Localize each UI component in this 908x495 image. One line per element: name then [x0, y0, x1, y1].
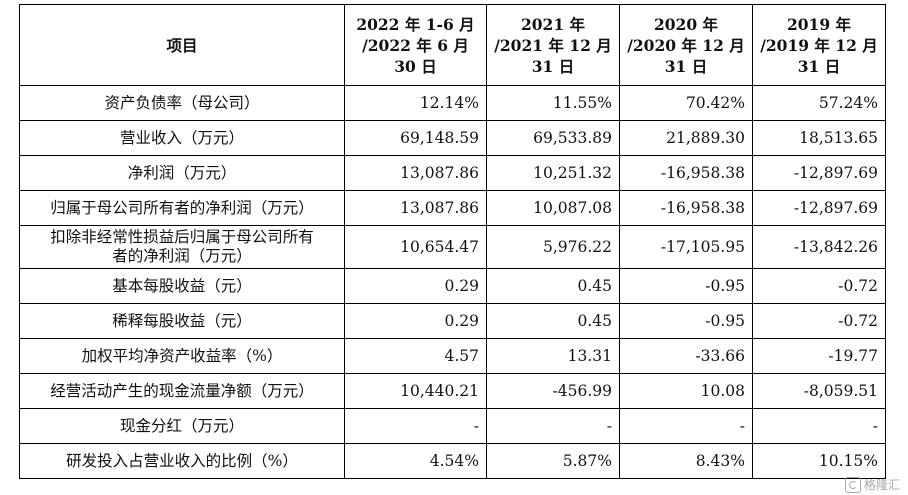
financial-indicators-table: 项目 2022 年 1-6 月 /2022 年 6 月 30 日 2021 年 …	[19, 4, 886, 479]
cell-value: -	[344, 408, 487, 444]
table-row: 加权平均净资产收益率（%） 4.57 13.31 -33.66 -19.77	[19, 338, 886, 374]
cell-value: 4.57	[344, 338, 487, 374]
header-line: 2021 年	[520, 14, 586, 34]
row-label: 资产负债率（母公司）	[19, 85, 345, 121]
row-label: 现金分红（万元）	[19, 408, 345, 444]
cell-value: -33.66	[619, 338, 753, 374]
cell-value: 0.29	[344, 268, 487, 304]
cell-value: 13,087.86	[344, 155, 487, 191]
table-row: 研发投入占营业收入的比例（%） 4.54% 5.87% 8.43% 10.15%	[19, 443, 886, 479]
table-row: 基本每股收益（元） 0.29 0.45 -0.95 -0.72	[19, 268, 886, 304]
cell-value: -16,958.38	[619, 155, 753, 191]
header-line: 2022 年 1-6 月	[356, 14, 475, 34]
header-line: 2020 年	[653, 14, 719, 34]
cell-value: 4.54%	[344, 443, 487, 479]
cell-value: 10.15%	[752, 443, 886, 479]
cell-value: -0.72	[752, 303, 886, 339]
cell-value: 10,087.08	[486, 190, 620, 226]
cell-value: -16,958.38	[619, 190, 753, 226]
cell-value: 13.31	[486, 338, 620, 374]
table-row: 现金分红（万元） - - - -	[19, 408, 886, 444]
header-item: 项目	[19, 4, 345, 86]
header-period-2021: 2021 年 /2021 年 12 月 31 日	[486, 4, 620, 86]
cell-value: 69,533.89	[486, 120, 620, 156]
cell-value: 70.42%	[619, 85, 753, 121]
cell-value: -0.95	[619, 268, 753, 304]
row-label-line: 扣除非经常性损益后归属于母公司所有	[50, 228, 314, 246]
table-row: 净利润（万元） 13,087.86 10,251.32 -16,958.38 -…	[19, 155, 886, 191]
row-label-line: 者的净利润（万元）	[112, 247, 252, 265]
row-label: 净利润（万元）	[19, 155, 345, 191]
row-label: 加权平均净资产收益率（%）	[19, 338, 345, 374]
table-row: 稀释每股收益（元） 0.29 0.45 -0.95 -0.72	[19, 303, 886, 339]
cell-value: -12,897.69	[752, 155, 886, 191]
cell-value: -8,059.51	[752, 373, 886, 409]
row-label: 归属于母公司所有者的净利润（万元）	[19, 190, 345, 226]
cell-value: 8.43%	[619, 443, 753, 479]
cell-value: 13,087.86	[344, 190, 487, 226]
row-label: 扣除非经常性损益后归属于母公司所有 者的净利润（万元）	[19, 225, 345, 269]
header-line: /2021 年 12 月	[494, 35, 612, 55]
header-line: 31 日	[664, 56, 708, 76]
table-row: 资产负债率（母公司） 12.14% 11.55% 70.42% 57.24%	[19, 85, 886, 121]
header-period-2022h1: 2022 年 1-6 月 /2022 年 6 月 30 日	[344, 4, 487, 86]
table-row: 经营活动产生的现金流量净额（万元） 10,440.21 -456.99 10.0…	[19, 373, 886, 409]
header-period-2020: 2020 年 /2020 年 12 月 31 日	[619, 4, 753, 86]
gelonghui-logo-icon	[844, 476, 861, 493]
cell-value: 21,889.30	[619, 120, 753, 156]
header-line: 30 日	[394, 56, 437, 76]
header-line: /2019 年 12 月	[760, 35, 878, 55]
cell-value: 10,440.21	[344, 373, 487, 409]
cell-value: 0.45	[486, 303, 620, 339]
cell-value: -12,897.69	[752, 190, 886, 226]
cell-value: 5,976.22	[486, 225, 620, 269]
header-line: /2022 年 6 月	[362, 35, 469, 55]
cell-value: -13,842.26	[752, 225, 886, 269]
table-row: 扣除非经常性损益后归属于母公司所有 者的净利润（万元） 10,654.47 5,…	[19, 225, 886, 269]
watermark-text: 格隆汇	[863, 478, 900, 492]
header-line: /2020 年 12 月	[627, 35, 745, 55]
cell-value: -456.99	[486, 373, 620, 409]
row-label: 营业收入（万元）	[19, 120, 345, 156]
cell-value: 0.45	[486, 268, 620, 304]
header-line: 2019 年	[786, 14, 852, 34]
cell-value: 10,654.47	[344, 225, 487, 269]
header-line: 31 日	[531, 56, 575, 76]
cell-value: 18,513.65	[752, 120, 886, 156]
header-period-2019: 2019 年 /2019 年 12 月 31 日	[752, 4, 886, 86]
cell-value: -	[752, 408, 886, 444]
row-label: 经营活动产生的现金流量净额（万元）	[19, 373, 345, 409]
cell-value: 12.14%	[344, 85, 487, 121]
cell-value: 57.24%	[752, 85, 886, 121]
cell-value: 10.08	[619, 373, 753, 409]
cell-value: -17,105.95	[619, 225, 753, 269]
cell-value: -	[486, 408, 620, 444]
table-row: 归属于母公司所有者的净利润（万元） 13,087.86 10,087.08 -1…	[19, 190, 886, 226]
cell-value: 5.87%	[486, 443, 620, 479]
cell-value: -19.77	[752, 338, 886, 374]
cell-value: 69,148.59	[344, 120, 487, 156]
row-label: 研发投入占营业收入的比例（%）	[19, 443, 345, 479]
row-label: 基本每股收益（元）	[19, 268, 345, 304]
cell-value: 0.29	[344, 303, 487, 339]
cell-value: 11.55%	[486, 85, 620, 121]
cell-value: -0.95	[619, 303, 753, 339]
cell-value: 10,251.32	[486, 155, 620, 191]
cell-value: -	[619, 408, 753, 444]
watermark: 格隆汇	[844, 476, 900, 493]
cell-value: -0.72	[752, 268, 886, 304]
table-row: 营业收入（万元） 69,148.59 69,533.89 21,889.30 1…	[19, 120, 886, 156]
row-label: 稀释每股收益（元）	[19, 303, 345, 339]
table-header-row: 项目 2022 年 1-6 月 /2022 年 6 月 30 日 2021 年 …	[19, 4, 886, 86]
header-line: 31 日	[797, 56, 841, 76]
